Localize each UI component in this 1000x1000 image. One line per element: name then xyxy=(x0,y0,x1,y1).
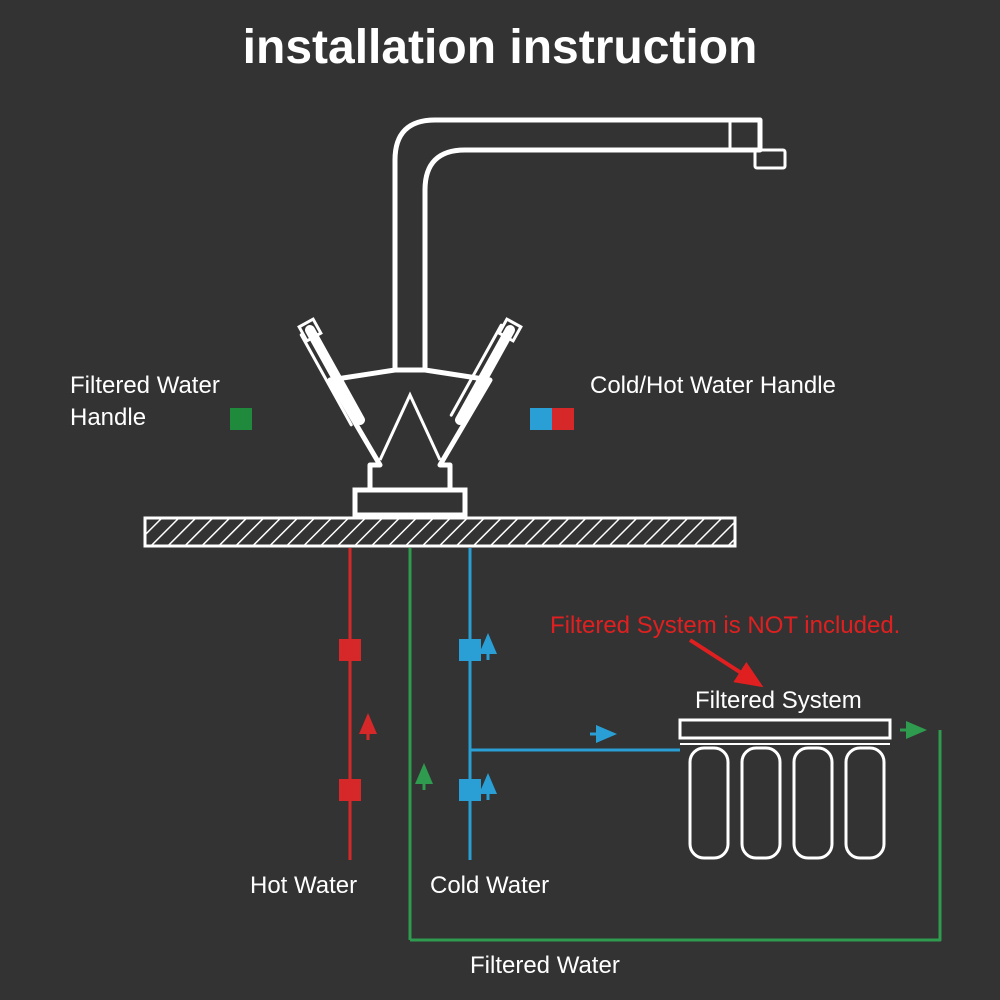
diagram-stage: installation instruction Filtered Water … xyxy=(0,0,1000,1000)
diagram-svg xyxy=(0,0,1000,1000)
